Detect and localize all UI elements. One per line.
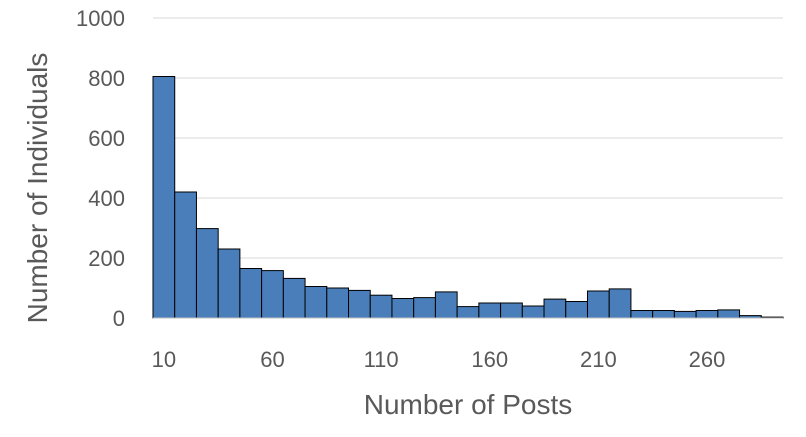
- bar: [239, 268, 263, 319]
- x-tick-label: 110: [364, 347, 399, 372]
- bar: [717, 309, 741, 319]
- bar: [543, 298, 567, 319]
- bar: [174, 191, 197, 319]
- bar: [413, 297, 436, 319]
- bar: [478, 302, 502, 319]
- x-tick-label: 10: [152, 347, 176, 372]
- x-axis-title: Number of Posts: [364, 389, 573, 420]
- bar: [304, 286, 328, 319]
- bar: [565, 301, 588, 319]
- bar: [152, 76, 176, 319]
- y-tick-label: 0: [113, 306, 125, 331]
- y-tick-label: 200: [88, 246, 125, 271]
- bar: [195, 228, 219, 319]
- bar: [217, 248, 241, 319]
- bar: [521, 305, 545, 319]
- x-tick-labels: 10 60 110 160 210 260: [152, 347, 726, 372]
- x-tick-label: 60: [260, 347, 284, 372]
- bar: [608, 288, 632, 319]
- bar: [652, 310, 675, 319]
- gridlines: [153, 17, 783, 259]
- y-tick-label: 1000: [76, 6, 125, 31]
- bars: [152, 76, 784, 319]
- x-tick-label: 210: [580, 347, 617, 372]
- y-tick-labels: 0 200 400 600 800 1000: [76, 6, 125, 331]
- y-axis-title: Number of Individuals: [22, 53, 53, 324]
- x-tick-label: 260: [689, 347, 726, 372]
- bar: [630, 310, 654, 319]
- bar: [673, 310, 697, 319]
- bar: [326, 287, 350, 319]
- bar: [456, 306, 480, 319]
- bar: [434, 291, 458, 319]
- bar: [391, 298, 415, 319]
- y-tick-label: 800: [88, 66, 125, 91]
- bar: [695, 310, 719, 319]
- x-tick-label: 160: [471, 347, 508, 372]
- bar: [586, 290, 610, 319]
- bar: [282, 277, 306, 319]
- y-tick-label: 400: [88, 186, 125, 211]
- y-tick-label: 600: [88, 126, 125, 151]
- bar: [348, 289, 371, 319]
- bar: [500, 302, 523, 319]
- bar: [369, 294, 393, 319]
- bar: [261, 270, 284, 319]
